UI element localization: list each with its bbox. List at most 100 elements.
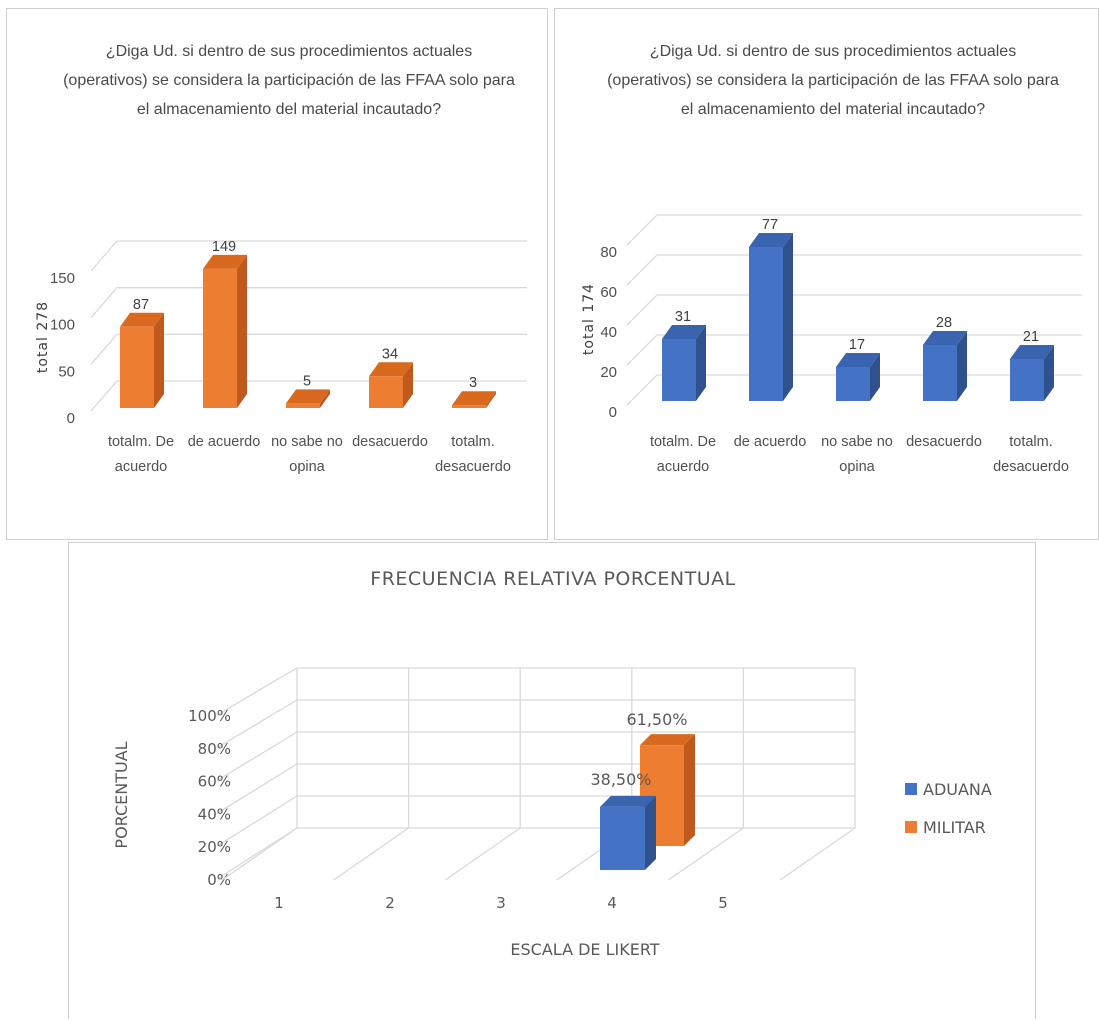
gridline-diagonal <box>90 333 118 365</box>
bar-top <box>452 391 496 406</box>
legend-swatch <box>905 821 917 833</box>
y-tick-label: 150 <box>50 270 75 287</box>
y-tick-label: 60% <box>198 773 231 791</box>
legend-label: MILITAR <box>923 818 986 837</box>
data-label-aduana: 38,50% <box>590 770 651 789</box>
bar <box>1010 345 1054 401</box>
gridline-diagonal <box>216 699 298 749</box>
data-label: 87 <box>133 297 149 313</box>
bar-side <box>403 362 413 408</box>
floor-line <box>779 827 856 881</box>
y-tick-label: 80% <box>198 740 231 758</box>
y-tick-label: 40 <box>600 324 617 341</box>
gridline-diagonal <box>216 731 298 782</box>
chart-title: FRECUENCIA RELATIVA PORCENTUAL <box>370 568 735 590</box>
y-axis-label: PORCENTUAL <box>112 741 131 848</box>
bar-front <box>120 326 154 408</box>
bar-top <box>600 795 656 807</box>
y-tick-label: 100% <box>188 707 231 725</box>
bar <box>662 325 706 401</box>
y-tick-label: 0 <box>609 404 617 421</box>
bar-top <box>923 331 967 345</box>
y-tick-label: 20 <box>600 364 617 381</box>
data-label: 149 <box>212 239 236 255</box>
bar-top <box>203 254 247 269</box>
gridline-diagonal <box>626 294 658 326</box>
x-category-label: totalm. De <box>108 434 174 450</box>
gridline-diagonal <box>216 667 298 716</box>
x-axis-label: ESCALA DE LIKERT <box>510 940 659 959</box>
bar-front <box>836 367 870 401</box>
data-label: 34 <box>382 346 398 362</box>
bar-front <box>369 376 403 408</box>
chart-panel-2: ¿Diga Ud. si dentro de sus procedimiento… <box>554 8 1099 540</box>
bar-top <box>1010 345 1054 359</box>
x-category-label: opina <box>839 459 875 475</box>
y-tick-label: 0% <box>207 871 231 889</box>
bar-top <box>662 325 706 339</box>
x-category-label: totalm. <box>451 434 495 450</box>
gridline-diagonal <box>626 254 658 286</box>
data-label: 77 <box>762 217 778 233</box>
floor-line <box>668 827 744 881</box>
gridline-diagonal <box>626 374 658 406</box>
bar <box>923 331 967 401</box>
data-label: 3 <box>469 375 477 391</box>
bar-top <box>286 389 330 404</box>
x-category-label: totalm. De <box>650 434 716 450</box>
x-category-label: 4 <box>607 894 617 912</box>
bar-front <box>286 403 320 408</box>
data-label: 31 <box>675 309 691 325</box>
bar-side <box>1044 345 1054 401</box>
chart-title-line: (operativos) se considera la participaci… <box>607 72 1059 89</box>
bar-side <box>957 331 967 401</box>
data-label-militar: 61,50% <box>626 710 687 729</box>
data-label: 28 <box>936 315 952 331</box>
bar-side <box>696 325 706 401</box>
bar-front <box>923 345 957 401</box>
x-category-label: 5 <box>718 894 728 912</box>
x-category-label: de acuerdo <box>734 434 807 450</box>
bar-front <box>600 806 645 870</box>
chart-title-line: el almacenamiento del material incautado… <box>137 101 441 118</box>
bar-chart-total-278: ¿Diga Ud. si dentro de sus procedimiento… <box>35 43 527 475</box>
x-category-label: acuerdo <box>115 459 167 475</box>
x-category-label: no sabe no <box>821 434 893 450</box>
bar <box>286 389 330 408</box>
x-category-label: desacuerdo <box>435 459 511 475</box>
floor-line <box>444 827 521 881</box>
x-category-label: 1 <box>274 894 284 912</box>
bar-front <box>452 405 486 408</box>
chart-panel-1: ¿Diga Ud. si dentro de sus procedimiento… <box>6 8 548 540</box>
y-tick-label: 40% <box>198 805 231 823</box>
y-axis-label: total 278 <box>35 301 51 373</box>
bar-side <box>870 353 880 401</box>
bar-front <box>203 268 237 408</box>
x-category-label: no sabe no <box>271 434 343 450</box>
x-category-label: de acuerdo <box>188 434 261 450</box>
bar-top <box>749 233 793 247</box>
legend-swatch <box>905 783 917 795</box>
x-category-label: totalm. <box>1009 434 1053 450</box>
chart-title-line: (operativos) se considera la participaci… <box>63 72 515 89</box>
y-tick-label: 100 <box>50 317 75 334</box>
bar-side <box>237 254 247 408</box>
bar <box>749 233 793 401</box>
bar <box>836 353 880 401</box>
bar-top <box>120 312 164 327</box>
bar-front <box>662 339 696 401</box>
bar <box>203 254 247 408</box>
x-category-label: 2 <box>385 894 395 912</box>
x-category-label: acuerdo <box>657 459 709 475</box>
y-tick-label: 80 <box>600 244 617 261</box>
x-category-label: desacuerdo <box>993 459 1069 475</box>
y-tick-label: 60 <box>600 284 617 301</box>
chart-title-line: el almacenamiento del material incautado… <box>681 101 985 118</box>
floor-line <box>333 827 409 881</box>
bar <box>369 362 413 408</box>
gridline-diagonal <box>216 763 298 814</box>
y-tick-label: 20% <box>198 838 231 856</box>
gridline-diagonal <box>90 380 118 412</box>
data-label: 5 <box>303 373 311 389</box>
chart-title-line: ¿Diga Ud. si dentro de sus procedimiento… <box>650 43 1016 60</box>
